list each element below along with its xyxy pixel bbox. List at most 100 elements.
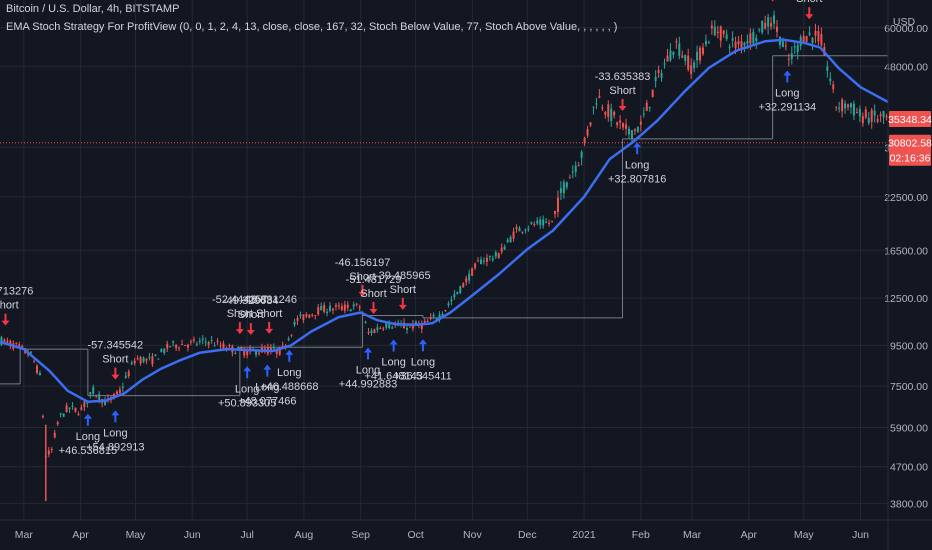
long-signal: Long +46.536815 [59,413,117,457]
candle-body [784,45,787,47]
candle-body [471,268,474,276]
candle-body [376,327,379,330]
y-axis-label: USD [893,16,916,28]
candle-body [645,102,648,111]
candle-body [192,339,195,341]
candle-body [636,127,639,133]
candle-body [444,310,447,312]
price-badge-text: 35348.34 [888,114,932,126]
candle-body [847,104,850,108]
signal-value: -46.156197 [335,257,391,269]
candle-body [669,50,672,61]
short-arrow-icon [358,284,367,297]
candle-body [844,103,847,109]
candle-body [258,352,260,354]
candle-body [104,400,107,406]
candle-body [660,73,663,78]
candle-body [133,360,136,364]
signal-value: +44.992883 [339,379,397,391]
candle-body [607,104,610,117]
candle-body [506,239,509,243]
candle-body [334,305,337,307]
candle-body [136,358,139,360]
candlesticks [0,10,888,502]
candle-body [201,338,204,340]
candle-body [571,171,574,173]
signal-label: Long [255,382,279,394]
candle-body [127,371,130,376]
candle-body [639,121,642,125]
signal-label: Long [235,383,259,395]
candle-body [80,407,83,410]
candle-body [684,55,687,61]
long-arrow-icon [364,347,373,360]
candle-body [414,321,417,325]
candle-body [604,112,607,115]
grid-lines [0,0,888,520]
x-tick-label: Mar [15,529,34,541]
candle-body [98,394,101,401]
candle-body [725,34,728,40]
candle-body [154,354,157,356]
candle-body [317,307,320,315]
candle-body [18,344,21,347]
candle-body [420,323,423,329]
symbol-title[interactable]: Bitcoin / U.S. Dollar, 4h, BITSTAMP [6,3,180,15]
candle-body [33,361,36,363]
candle-body [370,330,373,334]
signal-label: Short [609,85,635,97]
price-badge: 35348.34 [888,110,932,127]
candle-body [172,341,175,343]
candle-body [462,283,465,288]
long-arrow-icon [83,413,92,426]
candle-body [485,257,488,262]
candle-body [293,321,296,325]
candle-body [340,306,343,310]
candle-body [6,340,9,343]
candle-body [642,113,645,115]
x-tick-label: May [126,529,147,541]
candle-body [474,263,477,268]
signal-value: -49.329684 [223,295,279,307]
candle-body [503,246,506,250]
candle-body [388,321,391,328]
candle-body [305,314,308,317]
candle-body [323,305,326,312]
long-signal: Long +54.892913 [86,410,145,453]
candle-body [77,414,80,416]
x-tick-label: Feb [632,529,650,541]
long-arrow-icon [243,366,252,379]
candle-body [275,348,278,354]
short-arrow-icon [1,313,10,326]
candle-body [633,129,636,132]
candle-body [272,347,275,349]
y-tick-label: 9500.00 [890,340,928,352]
price-badge-bg [889,149,931,166]
candle-body [805,36,808,42]
signal-label: Long [76,431,100,443]
candle-body [681,55,684,58]
short-signal: Short-51.481729 [346,274,401,315]
candle-body [826,66,829,71]
candle-body [447,303,450,306]
candle-body [385,322,388,328]
candle-body [50,449,53,451]
candle-body [616,122,619,126]
candle-body [494,252,497,257]
candle-body [583,137,586,143]
candle-body [719,26,722,41]
indicator-legend[interactable]: EMA Stoch Strategy For ProfitView (0, 0,… [6,21,618,33]
candle-body [178,347,181,349]
candle-body [198,340,201,342]
candle-body [332,308,334,311]
short-signal: Short -46.156197 [335,257,391,297]
signal-value: +32.291134 [758,102,816,114]
candle-body [95,395,98,397]
candle-body [175,344,178,349]
y-tick-label: 16500.00 [884,245,928,257]
candle-body [482,260,485,262]
candle-body [707,42,710,44]
